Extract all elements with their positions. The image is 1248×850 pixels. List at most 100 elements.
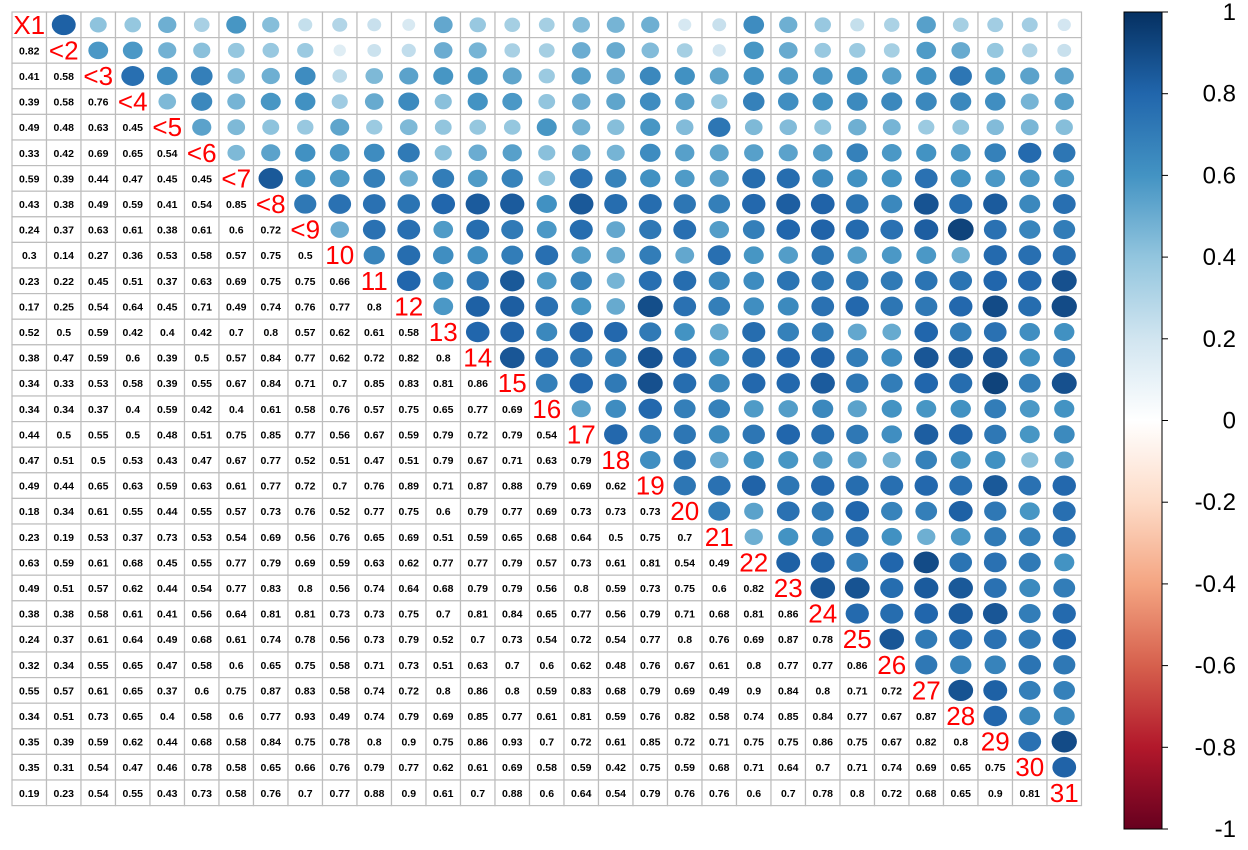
corr-value: 0.31 (54, 762, 75, 774)
corr-value: 0.73 (399, 660, 420, 672)
corr-ellipse (641, 42, 659, 59)
corr-ellipse (914, 475, 938, 496)
variable-label: 23 (774, 573, 803, 603)
corr-value: 0.53 (123, 455, 144, 467)
corr-ellipse (916, 246, 937, 264)
corr-value: 0.44 (19, 429, 40, 441)
matrix-cell (11, 753, 48, 781)
corr-value: 0.54 (88, 762, 109, 774)
variable-label: 28 (946, 701, 975, 731)
corr-ellipse (982, 372, 1009, 395)
colorbar-tick-label: 1 (1223, 0, 1236, 26)
corr-value: 0.59 (537, 685, 558, 697)
corr-ellipse (882, 323, 902, 341)
matrix-cell (114, 88, 151, 116)
corr-ellipse (641, 16, 660, 33)
matrix-cell (11, 190, 48, 218)
corr-ellipse (639, 92, 661, 111)
corr-value: 0.71 (744, 762, 765, 774)
corr-ellipse (1019, 578, 1041, 598)
corr-ellipse (914, 321, 939, 343)
corr-ellipse (363, 143, 385, 162)
matrix-cell (218, 728, 255, 755)
corr-value: 0.74 (364, 583, 385, 595)
corr-ellipse (776, 347, 800, 368)
corr-ellipse (158, 16, 177, 33)
corr-value: 0.46 (157, 762, 178, 774)
corr-value: 0.86 (468, 737, 489, 749)
corr-ellipse (880, 603, 904, 624)
matrix-cell (804, 779, 841, 807)
corr-value: 0.75 (226, 429, 247, 441)
corr-ellipse (364, 93, 384, 110)
variable-label: <7 (221, 163, 251, 193)
corr-value: 0.44 (157, 583, 178, 595)
corr-ellipse (952, 119, 970, 135)
corr-ellipse (950, 92, 972, 111)
corr-ellipse (538, 94, 556, 110)
corr-value: 0.79 (537, 481, 558, 493)
corr-value: 0.8 (574, 583, 589, 595)
corr-ellipse (294, 66, 316, 86)
corr-value: 0.77 (295, 429, 316, 441)
corr-ellipse (1019, 502, 1040, 521)
corr-ellipse (916, 143, 937, 162)
corr-value: 0.38 (19, 353, 40, 365)
corr-ellipse (536, 220, 557, 239)
corr-ellipse (708, 296, 731, 316)
matrix-cell (114, 267, 151, 295)
matrix-cell (11, 421, 48, 448)
matrix-cell (80, 497, 117, 525)
corr-ellipse (778, 67, 799, 85)
matrix-cell (356, 293, 393, 320)
matrix-cell (425, 651, 462, 679)
matrix-cell (183, 779, 220, 807)
corr-value: 0.59 (399, 429, 420, 441)
variable-label: 29 (981, 727, 1010, 757)
corr-ellipse (742, 424, 765, 445)
variable-label: <5 (152, 112, 182, 142)
variable-label: 16 (532, 394, 561, 424)
corr-value: 0.43 (157, 788, 178, 800)
corr-value: 0.65 (951, 788, 972, 800)
corr-ellipse (777, 322, 800, 342)
matrix-cell (908, 779, 945, 807)
corr-ellipse (190, 66, 213, 86)
corr-value: 0.69 (502, 762, 523, 774)
corr-ellipse (917, 528, 936, 545)
corr-value: 0.34 (54, 506, 75, 518)
corr-ellipse (1018, 373, 1041, 393)
corr-value: 0.79 (399, 634, 420, 646)
corr-ellipse (845, 501, 870, 522)
corr-value: 0.58 (226, 737, 247, 749)
matrix-cell (114, 113, 151, 141)
corr-ellipse (1053, 143, 1076, 163)
matrix-cell (425, 548, 462, 576)
matrix-cell (321, 318, 358, 346)
corr-ellipse (882, 119, 901, 136)
corr-value: 0.51 (54, 711, 75, 723)
matrix-cell (149, 369, 186, 397)
corr-value: 0.51 (192, 429, 213, 441)
corr-ellipse (984, 92, 1006, 111)
corr-ellipse (983, 475, 1008, 497)
corr-ellipse (982, 347, 1008, 369)
variable-label: 19 (636, 471, 665, 501)
corr-value: 0.58 (709, 711, 730, 723)
matrix-cell (114, 779, 151, 807)
corr-value: 0.7 (470, 788, 485, 800)
corr-value: 0.74 (364, 711, 385, 723)
corr-ellipse (1018, 142, 1042, 163)
corr-ellipse (467, 169, 488, 188)
variable-label: 27 (912, 675, 941, 705)
corr-ellipse (948, 347, 973, 369)
corr-value: 0.79 (468, 583, 489, 595)
corr-ellipse (847, 246, 868, 264)
corr-ellipse (1019, 400, 1040, 418)
corr-ellipse (434, 119, 452, 135)
corr-ellipse (501, 245, 524, 265)
corr-ellipse (434, 93, 452, 110)
corr-ellipse (258, 167, 283, 189)
matrix-cell (735, 779, 772, 807)
matrix-cell (45, 395, 82, 423)
